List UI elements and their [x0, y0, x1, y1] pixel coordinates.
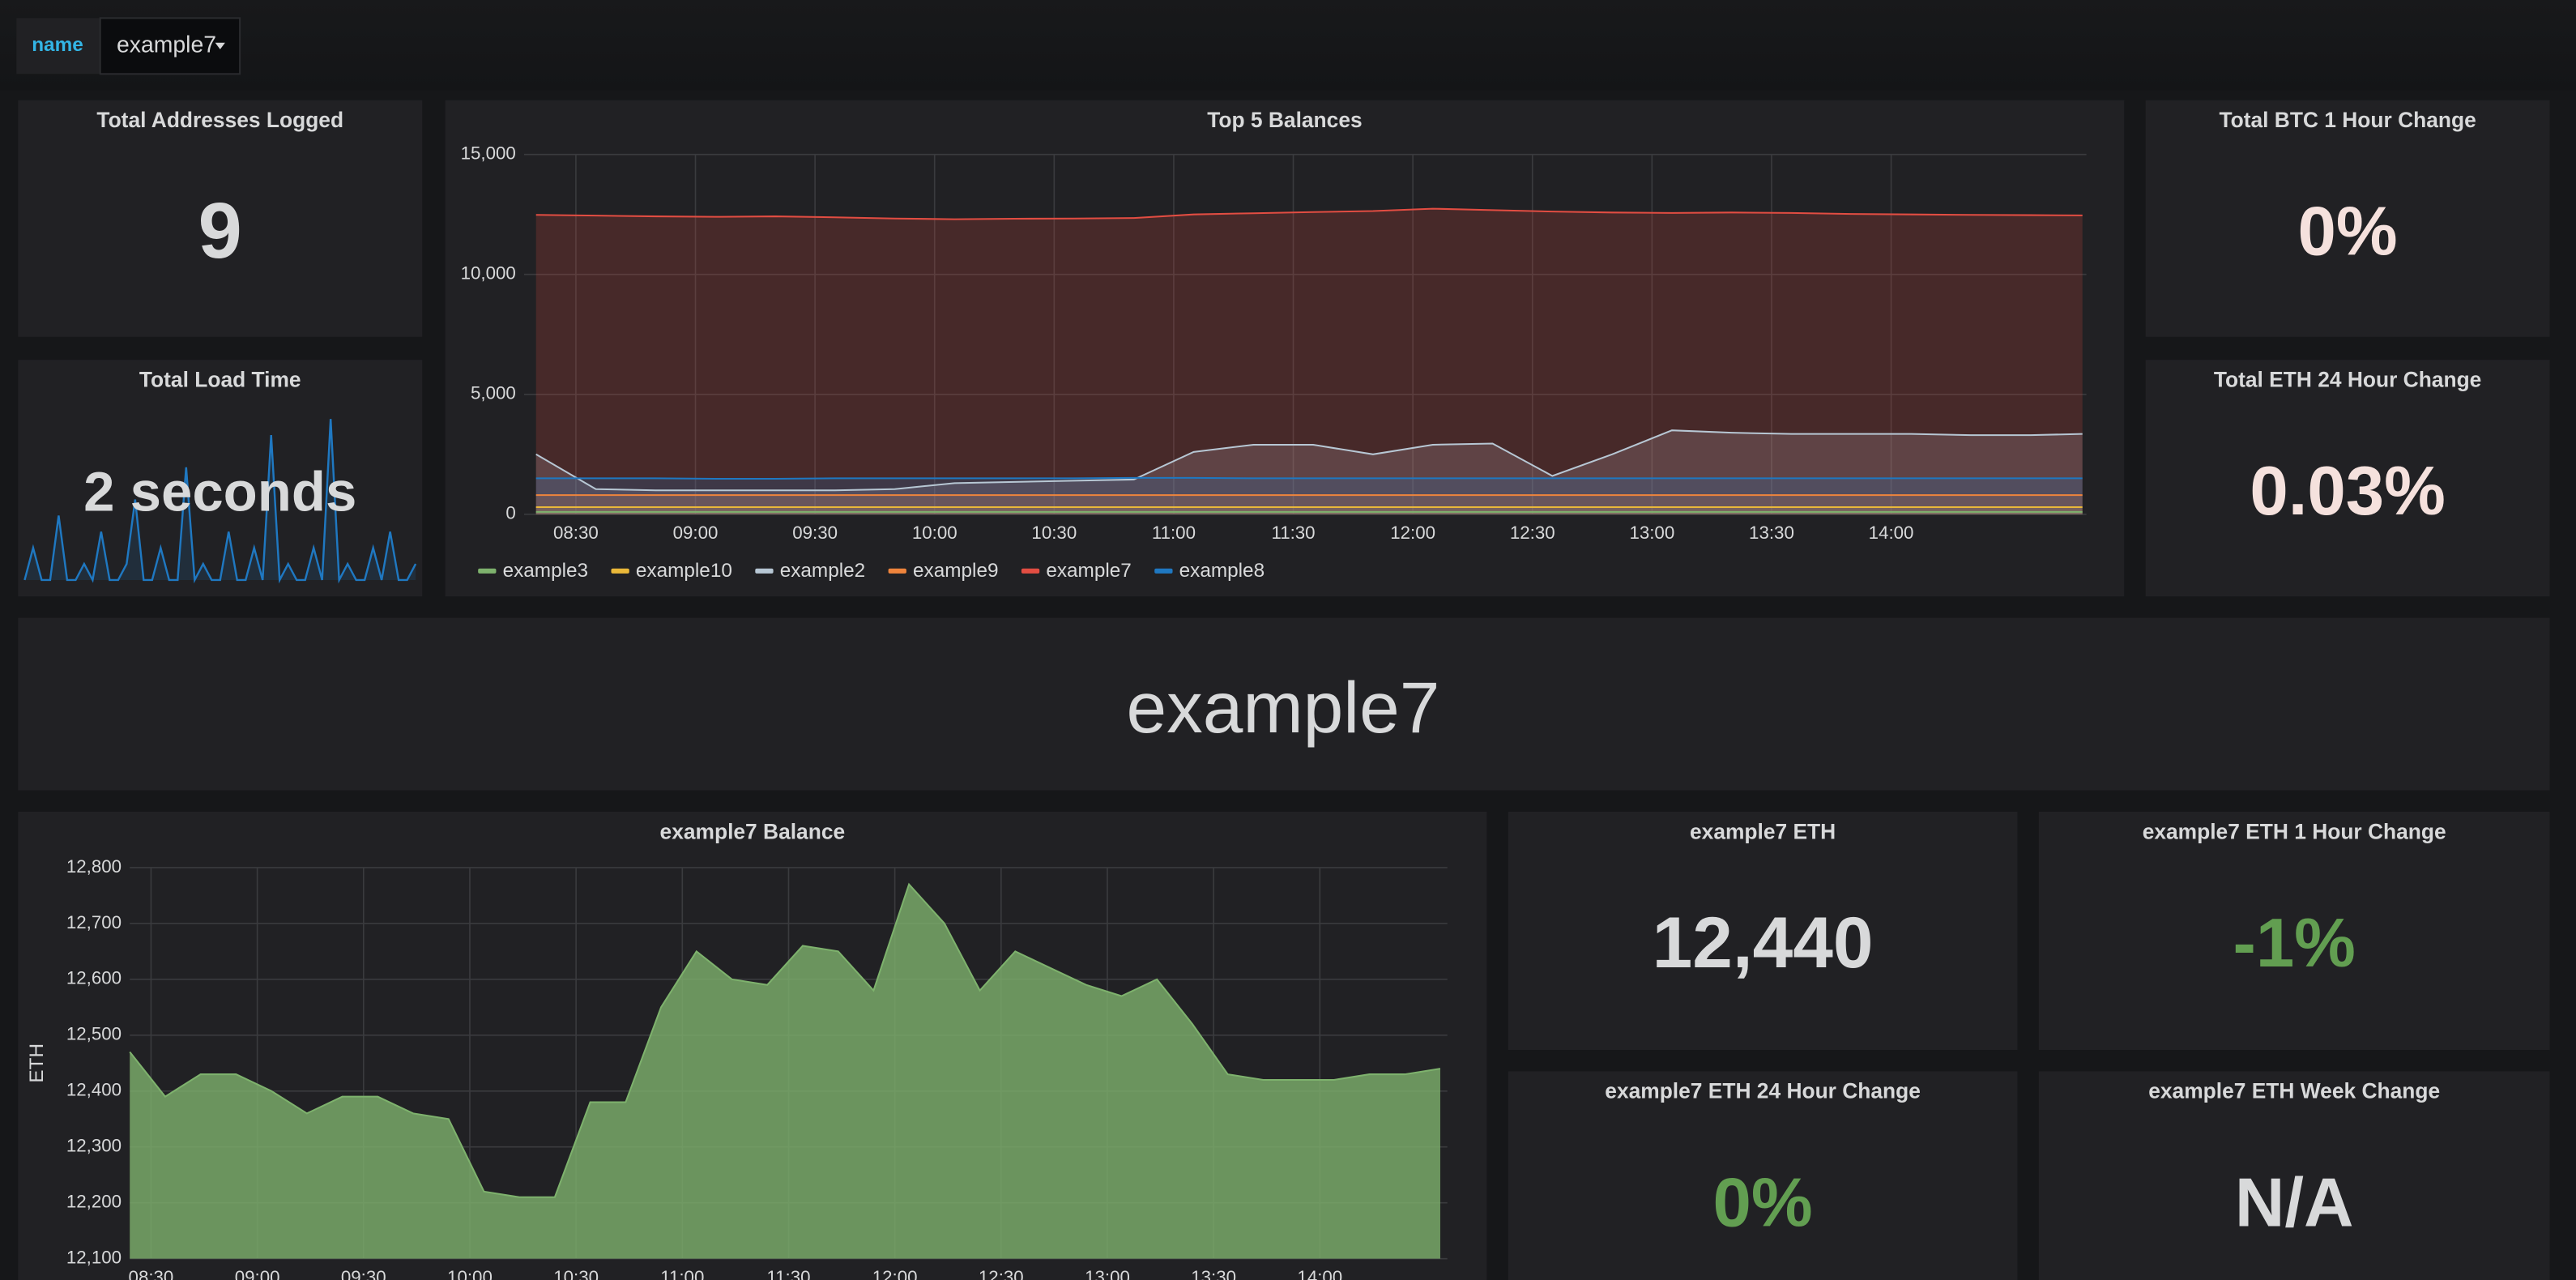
- x-tick-label: 12:00: [872, 1267, 918, 1280]
- legend-label: example7: [1046, 560, 1131, 582]
- variable-label-box: [16, 18, 100, 75]
- top-bar: [0, 0, 2576, 91]
- x-tick-label: 13:30: [1191, 1267, 1236, 1280]
- x-tick-label: 11:00: [660, 1267, 704, 1280]
- legend-label: example8: [1179, 560, 1265, 582]
- legend-swatch: [478, 568, 497, 574]
- panel: [2145, 100, 2550, 337]
- legend-swatch: [1021, 568, 1040, 574]
- series-area: [535, 477, 2083, 514]
- y-tick-label: 12,400: [66, 1080, 122, 1100]
- stat-value: 2 seconds: [83, 461, 356, 523]
- x-tick-label: 10:30: [553, 1267, 599, 1280]
- panel: [2038, 1071, 2550, 1280]
- dropdown-caret[interactable]: [215, 42, 225, 49]
- y-tick-label: 12,200: [66, 1192, 122, 1212]
- banner-text: example7: [1126, 667, 1439, 748]
- legend-label: example3: [503, 560, 588, 582]
- y-tick-label: 12,600: [66, 968, 122, 988]
- legend-swatch: [1154, 568, 1173, 574]
- panel: [1508, 1071, 2018, 1280]
- panel: [2038, 811, 2550, 1051]
- x-tick-label: 14:00: [1869, 523, 1914, 543]
- variable-label: name: [32, 34, 83, 56]
- stat-title: Total BTC 1 Hour Change: [2219, 108, 2476, 132]
- stat-title: Total Load Time: [139, 368, 301, 392]
- y-tick-label: 12,100: [66, 1248, 122, 1268]
- panel: [2145, 360, 2550, 597]
- x-tick-label: 08:30: [553, 523, 599, 543]
- series-line: [129, 882, 1441, 1198]
- x-tick-label: 13:30: [1749, 523, 1794, 543]
- x-tick-label: 09:00: [673, 523, 719, 543]
- panel: [18, 360, 423, 597]
- series-area: [535, 208, 2083, 514]
- stat-title: example7 ETH 1 Hour Change: [2143, 819, 2446, 843]
- series-area: [535, 430, 2083, 514]
- y-tick-label: 15,000: [461, 143, 516, 164]
- stat-value: 0%: [2298, 194, 2398, 271]
- chart-title: Top 5 Balances: [1207, 108, 1362, 132]
- series-area: [130, 884, 1440, 1259]
- series-line: [535, 476, 2083, 480]
- panel: [1508, 811, 2018, 1051]
- x-tick-label: 12:30: [979, 1267, 1024, 1280]
- legend-label: example2: [780, 560, 865, 582]
- y-axis-label: ETH: [26, 1043, 48, 1083]
- x-tick-label: 09:30: [341, 1267, 386, 1280]
- x-tick-label: 11:30: [766, 1267, 810, 1280]
- y-tick-label: 12,800: [66, 856, 122, 877]
- y-tick-label: 12,500: [66, 1024, 122, 1044]
- x-tick-label: 12:00: [1390, 523, 1435, 543]
- y-tick-label: 0: [505, 503, 515, 523]
- x-tick-label: 12:30: [1510, 523, 1555, 543]
- stat-value: 12,440: [1653, 902, 1874, 983]
- x-tick-label: 08:30: [129, 1267, 174, 1280]
- x-tick-label: 10:30: [1031, 523, 1077, 543]
- chart-title: example7 Balance: [660, 819, 846, 843]
- legend-swatch: [888, 568, 906, 574]
- series-area: [535, 495, 2083, 514]
- stat-title: Total ETH 24 Hour Change: [2214, 368, 2481, 392]
- stat-title: example7 ETH 24 Hour Change: [1605, 1079, 1921, 1103]
- stat-title: example7 ETH: [1690, 819, 1836, 843]
- x-tick-label: 09:00: [235, 1267, 280, 1280]
- legend-label: example9: [913, 560, 998, 582]
- x-tick-label: 11:00: [1152, 523, 1196, 543]
- y-tick-label: 12,700: [66, 912, 122, 932]
- x-tick-label: 10:00: [447, 1267, 493, 1280]
- legend-swatch: [611, 568, 629, 574]
- sparkline: [23, 419, 417, 584]
- y-tick-label: 10,000: [461, 263, 516, 284]
- y-tick-label: 5,000: [471, 383, 516, 403]
- stat-value: 9: [198, 186, 242, 275]
- stat-title: example7 ETH Week Change: [2148, 1079, 2440, 1103]
- legend-swatch: [755, 568, 774, 574]
- stat-value: 0.03%: [2250, 453, 2446, 530]
- series-line: [535, 429, 2083, 492]
- panel: [18, 617, 2550, 791]
- stat-value: 0%: [1713, 1164, 1813, 1241]
- variable-dropdown[interactable]: [99, 17, 241, 75]
- stat-value: N/A: [2235, 1164, 2354, 1241]
- x-tick-label: 11:30: [1271, 523, 1315, 543]
- x-tick-label: 13:00: [1085, 1267, 1130, 1280]
- x-tick-label: 13:00: [1629, 523, 1674, 543]
- variable-value[interactable]: example7: [117, 32, 216, 58]
- x-tick-label: 09:30: [792, 523, 838, 543]
- x-tick-label: 14:00: [1297, 1267, 1342, 1280]
- panel: [18, 100, 423, 337]
- y-tick-label: 12,300: [66, 1136, 122, 1156]
- stat-title: Total Addresses Logged: [96, 108, 343, 132]
- stat-value: -1%: [2233, 905, 2355, 982]
- legend-label: example10: [636, 560, 732, 582]
- x-tick-label: 10:00: [912, 523, 957, 543]
- series-line: [535, 207, 2083, 220]
